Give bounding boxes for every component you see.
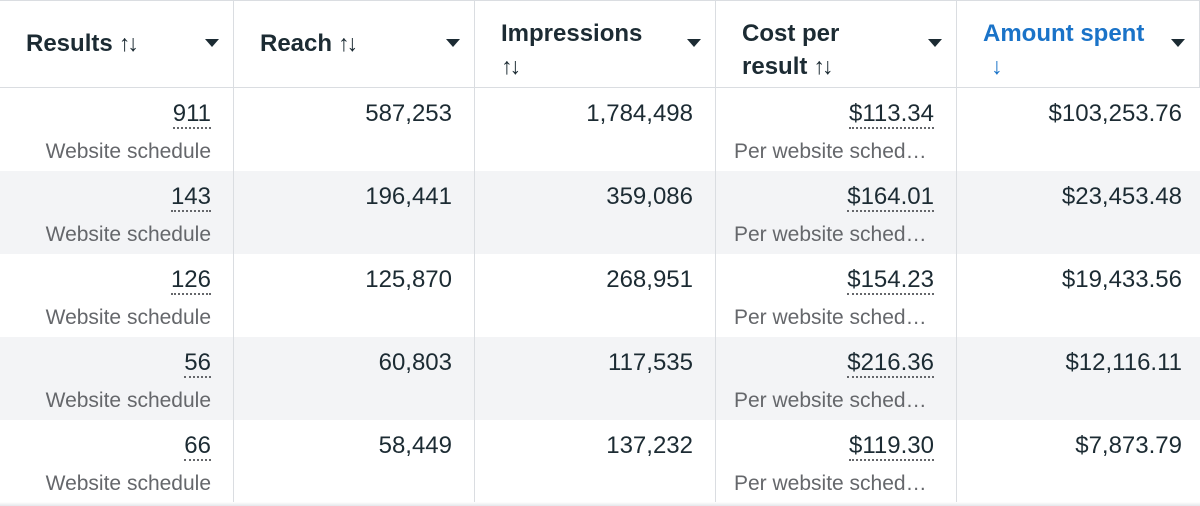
spent-cell: $23,453.48 [957, 171, 1200, 254]
cost-value[interactable]: $164.01 [847, 183, 934, 212]
results-value[interactable]: 143 [170, 183, 211, 212]
reach-cell: 125,870 [234, 254, 475, 337]
impressions-cell: 137,232 [475, 420, 716, 503]
cost-value[interactable]: $154.23 [847, 266, 934, 295]
cost-cell: $154.23 Per website sched… [716, 254, 957, 337]
cost-type: Per website sched… [734, 306, 927, 329]
column-header-label: Amount spent [983, 20, 1145, 47]
results-value[interactable]: 126 [170, 266, 211, 295]
dropdown-caret-icon[interactable] [928, 39, 942, 47]
impressions-value: 117,535 [608, 349, 693, 376]
results-type: Website schedule [45, 472, 211, 495]
sort-icon[interactable]: ↑↓ [501, 53, 521, 79]
sort-icon[interactable]: ↑↓ [338, 30, 358, 56]
reach-value: 125,870 [365, 266, 452, 293]
column-header-cost-per-result[interactable]: Cost per result ↑↓ [716, 1, 957, 88]
results-value[interactable]: 66 [184, 432, 211, 461]
results-cell: 126 Website schedule [0, 254, 234, 337]
reach-cell: 587,253 [234, 88, 475, 171]
cost-value[interactable]: $113.34 [849, 100, 934, 129]
reach-cell: 196,441 [234, 171, 475, 254]
results-type: Website schedule [45, 223, 211, 246]
cost-type: Per website sched… [734, 140, 927, 163]
results-cell: 143 Website schedule [0, 171, 234, 254]
spent-cell: $19,433.56 [957, 254, 1200, 337]
sort-icon[interactable]: ↑↓ [813, 53, 833, 79]
spent-cell: $12,116.11 [957, 337, 1200, 420]
column-header-reach[interactable]: Reach ↑↓ [234, 1, 475, 88]
impressions-value: 1,784,498 [586, 100, 693, 127]
impressions-cell: 1,784,498 [475, 88, 716, 171]
results-cell: 66 Website schedule [0, 420, 234, 503]
column-header-results[interactable]: Results ↑↓ [0, 1, 234, 88]
results-type: Website schedule [45, 389, 211, 412]
impressions-value: 359,086 [606, 183, 693, 210]
spent-value: $23,453.48 [1061, 183, 1182, 210]
dropdown-caret-icon[interactable] [1171, 39, 1185, 47]
table-bottom-edge [0, 502, 1200, 506]
column-header-label: Cost per [742, 20, 840, 47]
impressions-value: 268,951 [606, 266, 693, 293]
dropdown-caret-icon[interactable] [687, 39, 701, 47]
results-value[interactable]: 911 [172, 100, 211, 129]
results-cell: 56 Website schedule [0, 337, 234, 420]
spent-value: $7,873.79 [1075, 432, 1182, 459]
reach-value: 196,441 [365, 183, 452, 210]
cost-type: Per website sched… [734, 389, 927, 412]
spent-cell: $7,873.79 [957, 420, 1200, 503]
spent-value: $103,253.76 [1048, 100, 1182, 127]
impressions-value: 137,232 [606, 432, 693, 459]
spent-value: $12,116.11 [1065, 349, 1182, 376]
impressions-cell: 359,086 [475, 171, 716, 254]
results-type: Website schedule [45, 306, 211, 329]
spent-cell: $103,253.76 [957, 88, 1200, 171]
reach-value: 60,803 [378, 349, 452, 376]
impressions-cell: 117,535 [475, 337, 716, 420]
column-header-impressions[interactable]: Impressions ↑↓ [475, 1, 716, 88]
cost-type: Per website sched… [734, 223, 927, 246]
column-header-label: Reach [260, 30, 333, 57]
sort-desc-icon[interactable]: ↓ [991, 53, 1002, 79]
reach-value: 58,449 [378, 432, 452, 459]
cost-cell: $119.30 Per website sched… [716, 420, 957, 503]
spent-value: $19,433.56 [1061, 266, 1182, 293]
results-cell: 911 Website schedule [0, 88, 234, 171]
cost-type: Per website sched… [734, 472, 927, 495]
reach-cell: 60,803 [234, 337, 475, 420]
column-header-label-line2: result [742, 53, 808, 80]
cost-value[interactable]: $216.36 [847, 349, 934, 378]
sort-icon[interactable]: ↑↓ [118, 30, 139, 56]
column-header-amount-spent[interactable]: Amount spent ↓ [957, 1, 1200, 88]
results-value[interactable]: 56 [184, 349, 211, 378]
impressions-cell: 268,951 [475, 254, 716, 337]
column-header-label: Impressions [501, 20, 643, 47]
reach-cell: 58,449 [234, 420, 475, 503]
dropdown-caret-icon[interactable] [446, 39, 460, 47]
cost-cell: $113.34 Per website sched… [716, 88, 957, 171]
cost-cell: $216.36 Per website sched… [716, 337, 957, 420]
dropdown-caret-icon[interactable] [205, 39, 219, 47]
reach-value: 587,253 [365, 100, 452, 127]
cost-cell: $164.01 Per website sched… [716, 171, 957, 254]
cost-value[interactable]: $119.30 [849, 432, 934, 461]
column-header-label: Results [26, 30, 113, 57]
results-type: Website schedule [45, 140, 211, 163]
